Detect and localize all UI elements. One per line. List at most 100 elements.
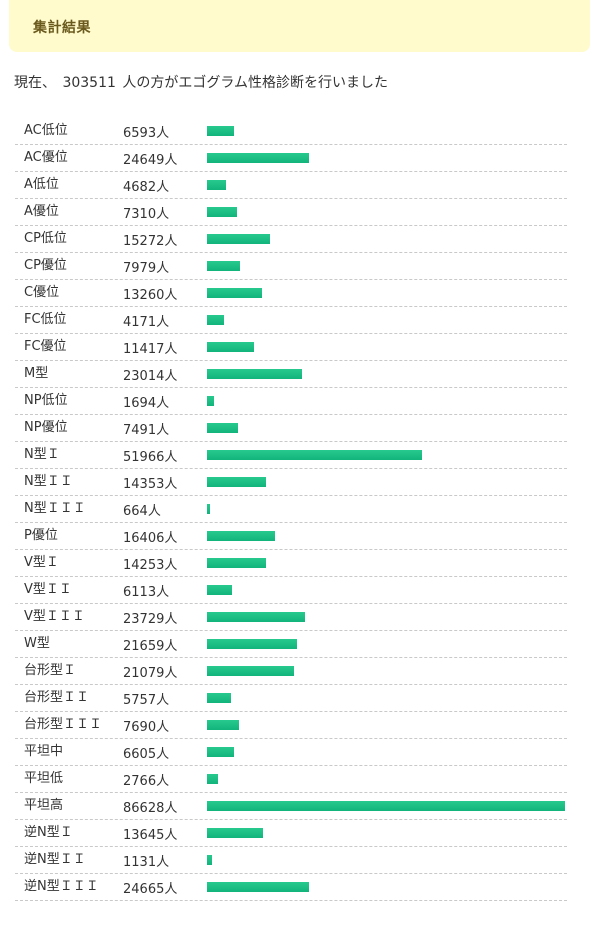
result-row: A優位 7310人 [15,199,567,226]
result-bar-track [207,558,567,568]
result-bar [207,531,275,541]
result-bar [207,855,212,865]
result-count: 1131人 [123,854,170,870]
result-row: 逆N型Ｉ 13645人 [15,820,567,847]
result-row: P優位 16406人 [15,523,567,550]
result-bar-track [207,531,567,541]
result-bar [207,315,224,325]
result-type-label: A優位 [24,204,59,219]
result-bar-track [207,369,567,379]
result-row: V型ＩＩ 6113人 [15,577,567,604]
result-count: 7690人 [123,719,170,735]
result-type-label: 逆N型ＩＩ [24,852,86,867]
result-row: 台形型ＩＩＩ 7690人 [15,712,567,739]
result-bar [207,639,297,649]
result-type-label: 平坦低 [24,771,64,786]
result-bar-track [207,153,567,163]
result-count: 664人 [123,503,161,519]
result-count: 51966人 [123,449,178,465]
result-bar [207,450,422,460]
result-type-label: CP低位 [24,231,67,246]
result-count: 6593人 [123,125,170,141]
result-bar [207,693,231,703]
result-row: 逆N型ＩＩ 1131人 [15,847,567,874]
result-row: M型 23014人 [15,361,567,388]
result-count: 2766人 [123,773,170,789]
result-bar-track [207,261,567,271]
result-bar-track [207,747,567,757]
result-row: CP低位 15272人 [15,226,567,253]
result-row: FC低位 4171人 [15,307,567,334]
result-row: 台形型Ｉ 21079人 [15,658,567,685]
result-count: 13260人 [123,287,178,303]
result-row: V型Ｉ 14253人 [15,550,567,577]
result-bar-track [207,855,567,865]
result-count: 21079人 [123,665,178,681]
result-bar [207,342,254,352]
result-count: 24649人 [123,152,178,168]
result-bar [207,882,309,892]
result-count: 14353人 [123,476,178,492]
result-bar [207,423,238,433]
result-type-label: 逆N型ＩＩＩ [24,879,99,894]
result-bar [207,261,240,271]
result-type-label: C優位 [24,285,60,300]
result-count: 5757人 [123,692,170,708]
result-count: 4171人 [123,314,170,330]
result-row: 平坦低 2766人 [15,766,567,793]
result-row: C優位 13260人 [15,280,567,307]
result-bar-track [207,423,567,433]
result-bar-track [207,639,567,649]
result-bar [207,288,262,298]
result-bar [207,828,263,838]
result-bar-track [207,207,567,217]
result-bar [207,801,565,811]
summary-text: 現在、 303511 人の方がエゴグラム性格診断を行いました [14,72,388,92]
result-bar-track [207,180,567,190]
result-bar [207,126,234,136]
result-type-label: N型ＩＩＩ [24,501,86,516]
result-count: 23729人 [123,611,178,627]
result-row: AC低位 6593人 [15,118,567,145]
result-bar-track [207,828,567,838]
result-bar [207,477,266,487]
result-bar-track [207,801,567,811]
result-count: 15272人 [123,233,178,249]
result-row: FC優位 11417人 [15,334,567,361]
result-count: 24665人 [123,881,178,897]
result-bar [207,585,232,595]
result-count: 14253人 [123,557,178,573]
result-bar-track [207,666,567,676]
result-type-label: NP優位 [24,420,68,435]
result-bar [207,504,210,514]
result-count: 13645人 [123,827,178,843]
result-type-label: FC低位 [24,312,67,327]
result-bar-track [207,288,567,298]
result-type-label: AC優位 [24,150,68,165]
result-row: A低位 4682人 [15,172,567,199]
result-bar-track [207,585,567,595]
result-type-label: P優位 [24,528,58,543]
result-row: 平坦高 86628人 [15,793,567,820]
header-title: 集計結果 [33,20,91,36]
result-row: CP優位 7979人 [15,253,567,280]
result-bar-track [207,612,567,622]
result-type-label: 台形型ＩＩ [24,690,90,705]
summary-prefix: 現在、 [14,75,56,91]
result-row: AC優位 24649人 [15,145,567,172]
result-type-label: FC優位 [24,339,67,354]
result-type-label: NP低位 [24,393,68,408]
summary-suffix: 人の方がエゴグラム性格診断を行いました [122,75,388,91]
result-row: N型ＩＩＩ 664人 [15,496,567,523]
result-type-label: V型ＩＩ [24,582,72,597]
result-count: 23014人 [123,368,178,384]
result-bar [207,396,214,406]
result-bar-track [207,477,567,487]
result-bar [207,234,270,244]
result-bar-track [207,234,567,244]
result-bar [207,207,237,217]
result-count: 11417人 [123,341,178,357]
results-header: 集計結果 [9,0,590,52]
results-table: AC低位 6593人 AC優位 24649人 A低位 4682人 A優位 7310人 CP低位 1… [15,118,567,901]
result-count: 4682人 [123,179,170,195]
